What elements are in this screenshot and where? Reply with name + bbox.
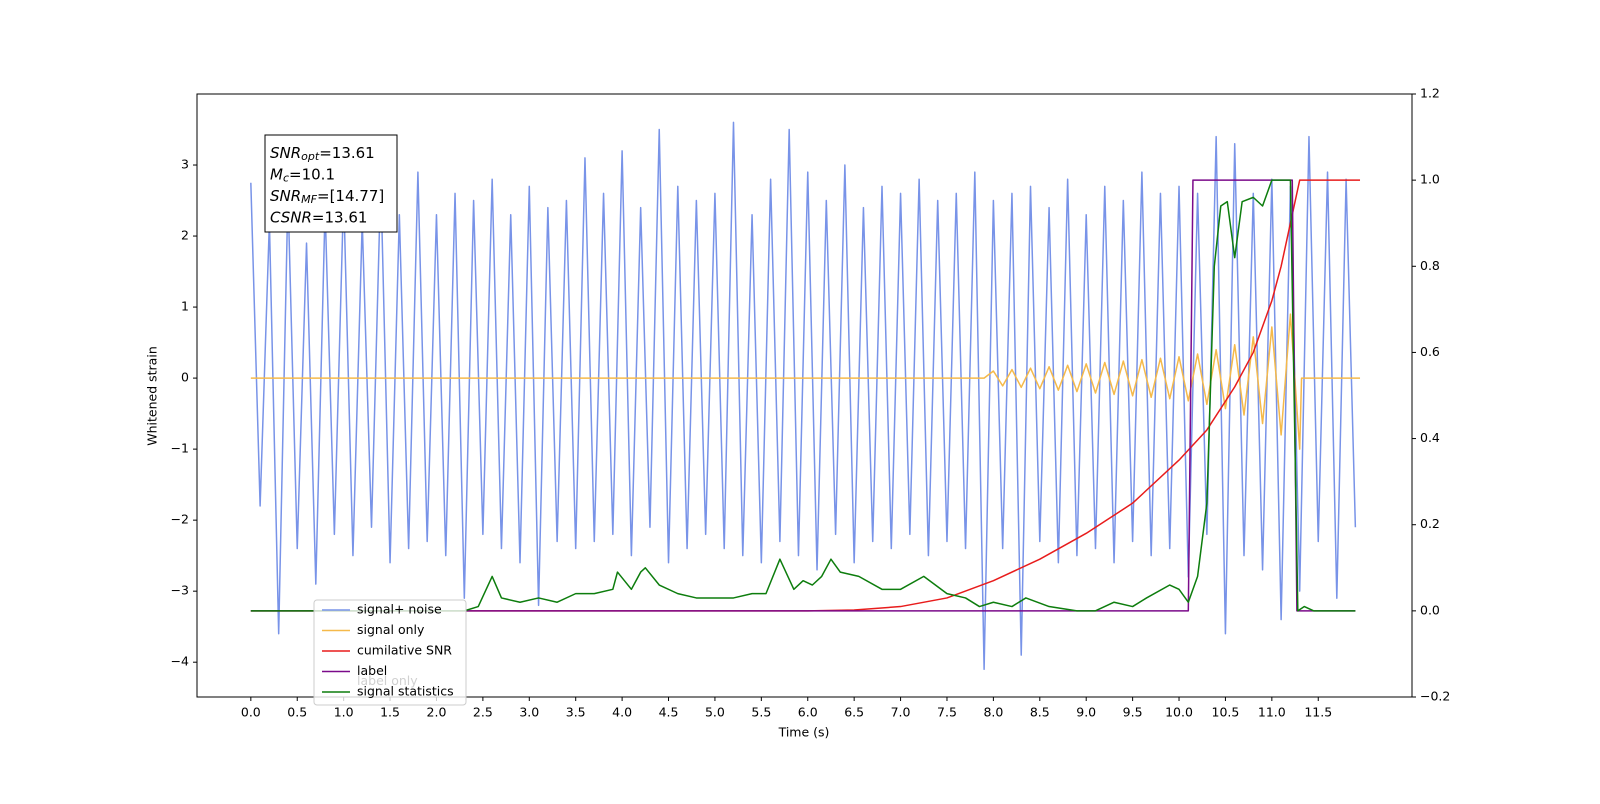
- x-tick-label: 10.0: [1165, 705, 1193, 720]
- x-tick-label: 8.5: [1030, 705, 1050, 720]
- annotation-text: =[14.77]: [317, 187, 384, 205]
- annotation-sub: c: [283, 172, 289, 185]
- annotation-frame: [264, 134, 398, 233]
- plot-area: [250, 121, 1361, 671]
- y-tick-label: −1: [171, 441, 189, 456]
- y2-tick-label: −0.2: [1420, 689, 1450, 704]
- series-line: [250, 121, 1357, 671]
- x-tick-label: 11.0: [1258, 705, 1286, 720]
- x-tick-label: 10.5: [1212, 705, 1240, 720]
- x-tick-label: 1.5: [380, 705, 400, 720]
- y-axis-label: Whitened strain: [145, 346, 160, 445]
- x-tick-label: 4.5: [659, 705, 679, 720]
- x-tick-label: 3.5: [566, 705, 586, 720]
- y-tick-label: 3: [181, 157, 189, 172]
- legend-label: signal only: [357, 622, 425, 637]
- x-tick-label: 8.0: [983, 705, 1003, 720]
- y2-tick-label: 1.2: [1420, 86, 1440, 101]
- series-line: [250, 313, 1361, 450]
- y2-tick-label: 1.0: [1420, 172, 1440, 187]
- x-tick-label: 4.0: [612, 705, 632, 720]
- y-tick-label: 1: [181, 299, 189, 314]
- y-tick-label: 0: [181, 370, 189, 385]
- x-tick-label: 5.5: [751, 705, 771, 720]
- y2-tick-label: 0.0: [1420, 602, 1440, 617]
- annotation: Mc=10.1: [270, 165, 335, 185]
- x-tick-label: 2.5: [473, 705, 493, 720]
- annotation: SNRopt=13.61: [270, 144, 375, 164]
- x-tick-label: 0.5: [287, 705, 307, 720]
- x-tick-label: 1.0: [334, 705, 354, 720]
- y2-tick-label: 0.8: [1420, 258, 1440, 273]
- annotation: SNRMF=[14.77]: [270, 187, 384, 207]
- legend-label: label: [357, 663, 387, 678]
- x-tick-label: 5.0: [705, 705, 725, 720]
- x-tick-label: 6.0: [798, 705, 818, 720]
- series-line: [250, 179, 1356, 612]
- legend: label only signal+ noise signal only cumila…: [313, 599, 467, 706]
- legend-background-label: label only: [357, 673, 418, 688]
- y-tick-label: 2: [181, 228, 189, 243]
- x-tick-label: 7.0: [891, 705, 911, 720]
- y-tick-label: −2: [171, 512, 189, 527]
- y2-tick-label: 0.6: [1420, 344, 1440, 359]
- legend-label: signal+ noise: [357, 602, 442, 617]
- legend-label: signal statistics: [357, 684, 454, 699]
- annotation-text: =13.61: [312, 208, 368, 226]
- x-tick-label: 11.5: [1304, 705, 1332, 720]
- x-tick-label: 9.5: [1123, 705, 1143, 720]
- y2-tick-label: 0.2: [1420, 516, 1440, 531]
- annotation-box: SNRopt=13.61Mc=10.1SNRMF=[14.77]CSNR=13.…: [264, 134, 398, 233]
- annotation-base: CSNR: [270, 208, 312, 226]
- x-tick-label: 6.5: [844, 705, 864, 720]
- annotation-text: =10.1: [289, 165, 335, 183]
- x-tick-label: 3.0: [519, 705, 539, 720]
- annotation-sub: opt: [301, 150, 320, 163]
- annotation-text: =13.61: [319, 144, 375, 162]
- y-tick-label: −3: [171, 583, 189, 598]
- legend-label: cumilative SNR: [357, 643, 452, 658]
- axes-frame: [196, 93, 1413, 698]
- y-tick-label: −4: [171, 654, 189, 669]
- ticks: 0.0 0.5 1.0 1.5 2.0 2.5 3.0 3.5 4.0 4.5 5.0 5.5 6.0 6…: [171, 86, 1451, 720]
- x-tick-label: 0.0: [241, 705, 261, 720]
- series-line: [250, 179, 1356, 612]
- annotation: CSNR=13.61: [270, 208, 367, 226]
- legend-frame: [313, 599, 467, 706]
- x-tick-label: 2.0: [427, 705, 447, 720]
- annotation-sub: MF: [301, 193, 317, 206]
- annotation-base: SNR: [270, 187, 301, 205]
- annotation-base: M: [270, 165, 283, 183]
- x-axis-label: Time (s): [778, 725, 830, 740]
- x-tick-label: 7.5: [937, 705, 957, 720]
- x-tick-label: 9.0: [1076, 705, 1096, 720]
- annotation-base: SNR: [270, 144, 301, 162]
- y2-tick-label: 0.4: [1420, 430, 1440, 445]
